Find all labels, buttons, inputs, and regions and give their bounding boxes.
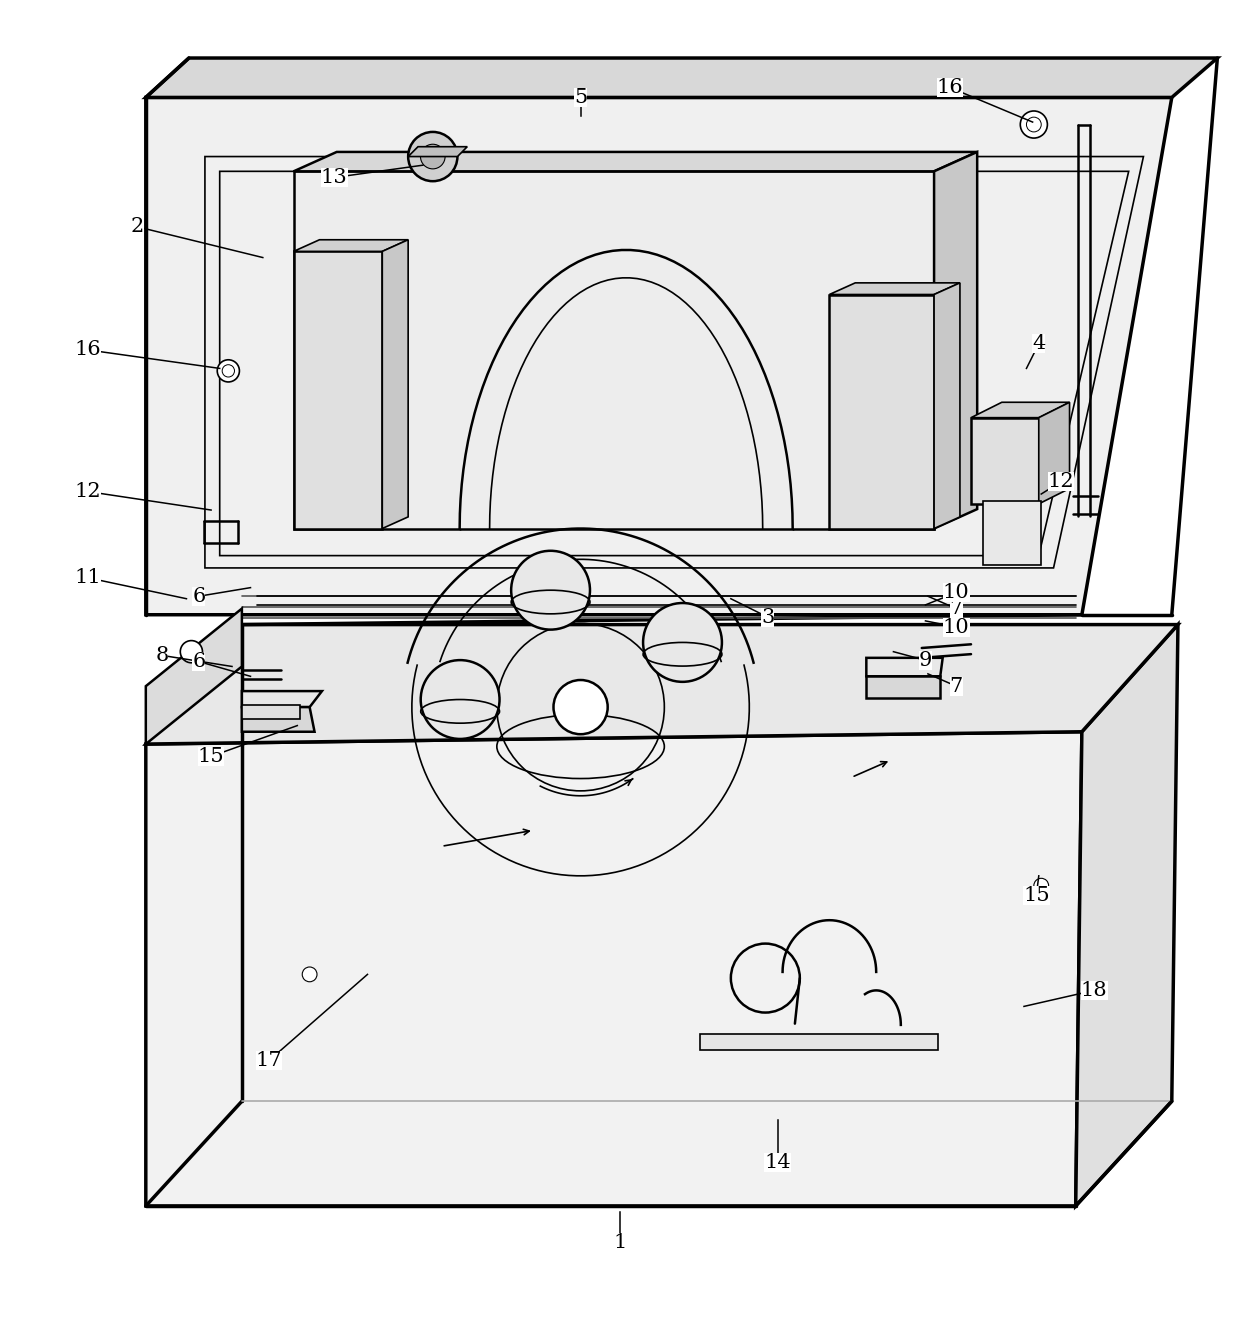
Circle shape	[408, 131, 458, 181]
Polygon shape	[146, 608, 242, 744]
Polygon shape	[867, 676, 940, 699]
Text: 7: 7	[950, 677, 963, 696]
Polygon shape	[983, 502, 1042, 566]
Circle shape	[180, 640, 202, 663]
Polygon shape	[146, 624, 1178, 744]
Text: 12: 12	[74, 482, 102, 501]
Text: 10: 10	[942, 618, 970, 636]
Text: 13: 13	[321, 167, 347, 187]
Circle shape	[644, 603, 722, 681]
Polygon shape	[971, 402, 1070, 418]
Polygon shape	[242, 705, 300, 720]
Circle shape	[1021, 112, 1048, 138]
Text: 18: 18	[1081, 981, 1107, 1000]
Polygon shape	[242, 706, 315, 732]
Circle shape	[303, 967, 317, 981]
Text: 7: 7	[950, 599, 963, 618]
Polygon shape	[934, 283, 960, 529]
Polygon shape	[1039, 402, 1070, 503]
Circle shape	[420, 145, 445, 169]
Polygon shape	[146, 97, 1172, 615]
Text: 4: 4	[1032, 335, 1045, 353]
Polygon shape	[294, 240, 408, 251]
Text: 17: 17	[255, 1050, 283, 1070]
Circle shape	[420, 660, 500, 738]
Circle shape	[217, 360, 239, 382]
Text: 10: 10	[942, 583, 970, 602]
Polygon shape	[701, 1033, 937, 1049]
Polygon shape	[867, 657, 942, 676]
Text: 15: 15	[1023, 886, 1049, 906]
Text: 6: 6	[192, 587, 206, 606]
Text: 8: 8	[155, 645, 169, 665]
Text: 6: 6	[192, 652, 206, 671]
Polygon shape	[830, 283, 960, 295]
Text: 16: 16	[936, 78, 963, 97]
Polygon shape	[830, 295, 934, 529]
Text: 12: 12	[1048, 473, 1074, 491]
Polygon shape	[146, 58, 1218, 97]
Polygon shape	[146, 732, 1081, 1206]
Polygon shape	[294, 151, 977, 171]
Text: 16: 16	[74, 340, 102, 360]
Polygon shape	[408, 146, 467, 157]
Text: 3: 3	[761, 608, 775, 627]
Text: 5: 5	[574, 88, 588, 108]
Circle shape	[511, 551, 590, 629]
Text: 15: 15	[197, 746, 224, 766]
Polygon shape	[934, 151, 977, 529]
Polygon shape	[294, 251, 382, 529]
Polygon shape	[971, 418, 1039, 503]
Polygon shape	[382, 240, 408, 529]
Text: 9: 9	[919, 651, 932, 669]
Text: 14: 14	[764, 1153, 791, 1173]
Text: 2: 2	[130, 218, 144, 236]
Polygon shape	[294, 171, 934, 529]
Polygon shape	[1076, 624, 1178, 1206]
Text: 1: 1	[614, 1234, 626, 1252]
Polygon shape	[242, 691, 322, 706]
Text: 11: 11	[74, 568, 102, 587]
Circle shape	[1034, 878, 1049, 894]
Circle shape	[553, 680, 608, 734]
